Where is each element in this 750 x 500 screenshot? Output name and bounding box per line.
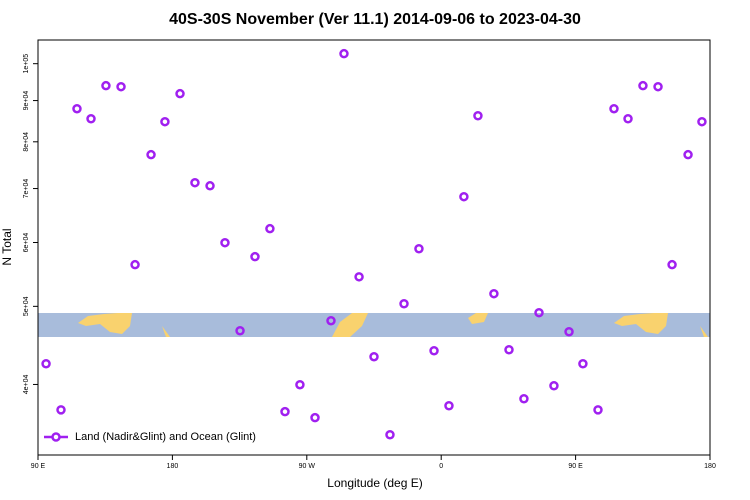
x-tick-label: 0 — [439, 463, 443, 470]
legend-marker — [51, 432, 61, 442]
x-axis-label: Longitude (deg E) — [327, 476, 422, 490]
x-tick-label: 180 — [704, 463, 716, 470]
point — [459, 191, 469, 202]
point — [534, 307, 544, 318]
point — [623, 113, 633, 124]
point — [519, 393, 529, 404]
point — [697, 116, 707, 127]
point — [369, 351, 379, 362]
point — [41, 358, 51, 369]
point — [399, 299, 409, 309]
point — [473, 111, 483, 121]
point — [86, 113, 96, 124]
point — [683, 149, 693, 160]
point — [265, 223, 275, 234]
point — [504, 344, 514, 355]
legend-label: Land (Nadir&Glint) and Ocean (Glint) — [75, 431, 256, 443]
point — [444, 400, 454, 411]
y-tick-label: 5e+04 — [23, 296, 30, 316]
point — [280, 406, 290, 417]
point — [116, 81, 126, 92]
point — [564, 326, 574, 337]
x-tick-label: 90 W — [299, 463, 316, 470]
point — [130, 259, 140, 270]
x-tick-label: 90 E — [568, 463, 583, 470]
point — [190, 177, 200, 188]
y-axis-label: N Total — [0, 228, 14, 265]
chart-title: 40S-30S November (Ver 11.1) 2014-09-06 t… — [169, 11, 581, 28]
point — [146, 149, 156, 160]
point — [205, 181, 215, 191]
y-tick-label: 1e+05 — [23, 54, 30, 74]
point — [339, 48, 349, 59]
y-tick-label: 9e+04 — [23, 91, 30, 111]
point — [220, 237, 230, 248]
point — [56, 405, 66, 415]
point — [295, 379, 305, 390]
point — [101, 80, 111, 91]
point — [326, 315, 336, 326]
point — [250, 251, 260, 262]
point — [175, 88, 185, 99]
point — [593, 405, 603, 415]
point — [609, 103, 619, 114]
point — [385, 429, 395, 440]
point — [578, 358, 588, 369]
point — [310, 412, 320, 423]
point — [160, 116, 170, 127]
point — [638, 80, 648, 91]
point — [667, 259, 677, 270]
point — [429, 346, 439, 356]
y-tick-label: 8e+04 — [23, 132, 30, 152]
point — [653, 81, 663, 92]
point — [354, 272, 364, 282]
point — [72, 103, 82, 114]
x-tick-label: 90 E — [31, 463, 46, 470]
point — [414, 244, 424, 254]
plot-frame — [37, 39, 711, 456]
y-tick-label: 6e+04 — [23, 233, 30, 253]
point — [549, 381, 559, 391]
x-tick-label: 180 — [167, 463, 179, 470]
point — [489, 288, 499, 299]
point — [235, 326, 245, 336]
y-tick-label: 4e+04 — [23, 375, 30, 395]
y-tick-label: 7e+04 — [23, 179, 30, 199]
map-strip — [38, 313, 710, 337]
